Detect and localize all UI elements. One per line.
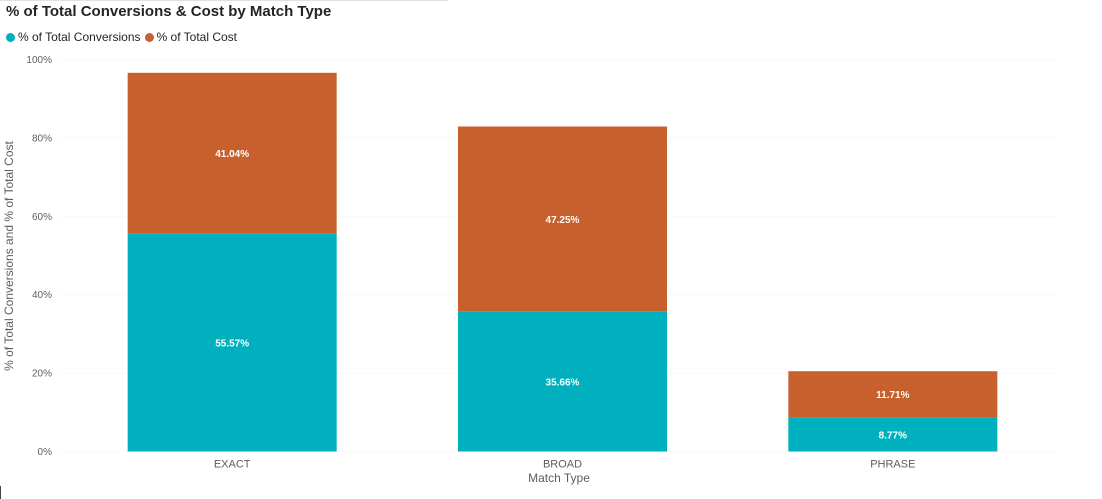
bar-segment-broad-cost[interactable] — [458, 126, 667, 312]
legend-label-cost: % of Total Cost — [156, 30, 237, 44]
x-tick-label: PHRASE — [870, 459, 915, 471]
data-label: 8.77% — [879, 430, 907, 441]
data-label: 11.71% — [876, 390, 909, 401]
data-label: 41.04% — [215, 149, 249, 160]
bar-segment-broad-conversions[interactable] — [458, 311, 667, 452]
x-tick-label: BROAD — [543, 459, 582, 471]
y-tick-label: 40% — [32, 290, 52, 301]
y-tick-label: 100% — [26, 55, 52, 66]
data-label: 55.57% — [215, 339, 249, 350]
x-axis-title: Match Type — [528, 471, 590, 485]
bar-segment-exact-cost[interactable] — [127, 72, 337, 234]
bar-segment-phrase-cost[interactable] — [788, 371, 998, 418]
chart-legend[interactable]: % of Total Conversions % of Total Cost — [6, 30, 241, 44]
data-label: 47.25% — [546, 215, 580, 226]
left-edge-marker — [0, 486, 1, 499]
chart-title: % of Total Conversions & Cost by Match T… — [6, 3, 332, 20]
legend-label-conversions: % of Total Conversions — [18, 30, 141, 44]
legend-item-conversions[interactable]: % of Total Conversions — [6, 30, 141, 44]
legend-item-cost[interactable]: % of Total Cost — [144, 30, 237, 44]
legend-swatch-conversions — [6, 32, 15, 42]
x-tick-label: EXACT — [214, 459, 251, 471]
y-tick-label: 60% — [32, 212, 52, 223]
legend-swatch-cost — [144, 32, 154, 42]
data-label: 35.66% — [546, 378, 580, 389]
y-tick-label: 20% — [32, 369, 52, 380]
y-tick-label: 80% — [32, 133, 52, 144]
bar-segment-exact-conversions[interactable] — [127, 233, 337, 452]
bar-segment-phrase-conversions[interactable] — [788, 417, 998, 452]
header-divider — [0, 0, 448, 1]
y-tick-label: 0% — [38, 447, 53, 458]
